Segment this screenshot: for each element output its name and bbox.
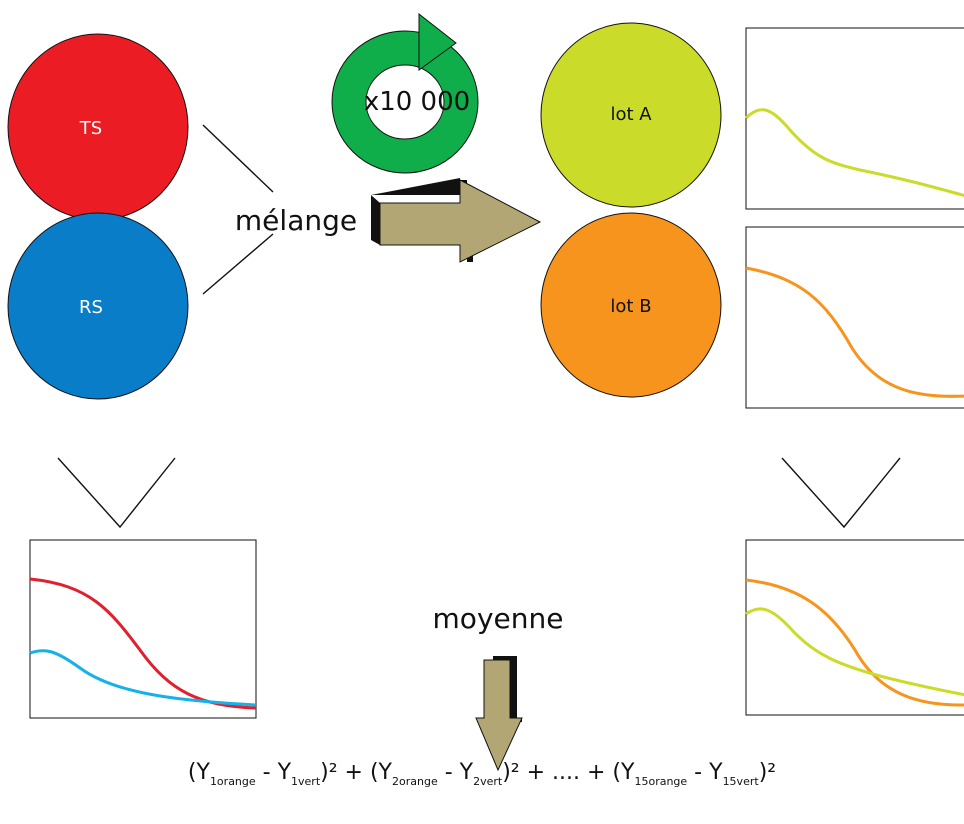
formula-subscript: 15orange — [634, 775, 688, 788]
right-arrow-body — [379, 179, 542, 263]
formula-term: )² — [758, 760, 777, 785]
mix-label: mélange — [235, 204, 357, 237]
lot-b-mean-curve — [745, 578, 964, 707]
formula-subscript: 2orange — [392, 775, 438, 788]
formula-subscript: 15vert — [722, 775, 759, 788]
formula-term: Y — [196, 760, 210, 785]
sum-of-squares-formula: (Y1orange - Y1vert)² + (Y2orange - Y2ver… — [0, 760, 964, 788]
formula-term: - Y — [437, 760, 474, 785]
lot-ab-plot — [745, 539, 964, 716]
lot-a-circle — [540, 22, 722, 208]
rs-connector — [202, 233, 274, 295]
rs-curve — [29, 649, 257, 707]
lot-a-plot — [744, 27, 964, 210]
ts-label: TS — [79, 118, 102, 139]
lot-a-label: lot A — [610, 104, 652, 125]
lot-a-curve — [744, 108, 964, 198]
ts-connector — [202, 124, 274, 193]
rs-group: RS — [7, 212, 189, 400]
formula-subscript: 2vert — [473, 775, 503, 788]
formula-open-paren: ( — [187, 760, 197, 785]
formula-subscript: 1vert — [291, 775, 321, 788]
formula-term: )² + .... + (Y — [502, 760, 635, 785]
lot-b-circle — [540, 212, 722, 398]
cycle-arrow-icon — [331, 12, 479, 174]
lot-b-plot-frame — [745, 226, 964, 409]
lot-b-curve — [745, 266, 964, 398]
ts-rs-plot-frame — [29, 539, 257, 719]
down-arrow-icon — [475, 656, 523, 772]
cycle-ring-inner-edge — [365, 64, 445, 140]
formula-term: - Y — [255, 760, 292, 785]
down-arrow-body — [475, 659, 523, 772]
formula-term: )² + (Y — [320, 760, 392, 785]
lot-a-mean-curve — [745, 607, 964, 697]
lot-a-plot-frame — [745, 27, 964, 210]
rs-label: RS — [79, 297, 103, 318]
formula-subscript: 1orange — [209, 775, 256, 788]
cycle-ring-outer-edge — [331, 30, 479, 174]
ts-group: TS — [7, 33, 189, 221]
average-label: moyenne — [433, 602, 564, 635]
lot-b-plot — [745, 226, 964, 409]
lot-a-group: lot A — [540, 22, 722, 208]
right-funnel — [781, 457, 901, 529]
right-arrow-icon — [371, 178, 542, 263]
rs-circle — [7, 212, 189, 400]
lot-b-label: lot B — [610, 296, 651, 317]
cycle-arrowhead — [418, 12, 457, 71]
ts-rs-plot — [29, 539, 257, 719]
left-funnel — [57, 457, 176, 529]
cycle-ring — [332, 31, 478, 173]
lot-b-group: lot B — [540, 212, 722, 398]
repeat-label: x10 000 — [364, 87, 470, 117]
formula-term: - Y — [687, 760, 723, 785]
